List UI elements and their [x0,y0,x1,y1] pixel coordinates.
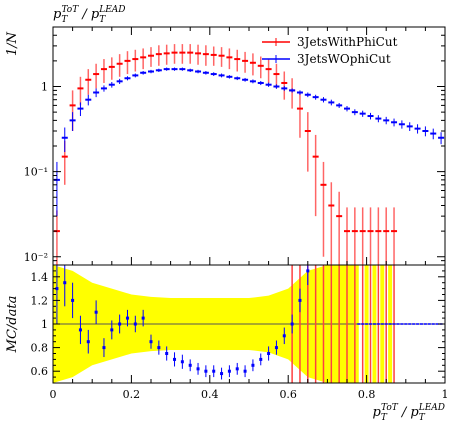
math-text: p [53,7,62,22]
legend: 3JetsWithPhiCut 3JetsWOphiCut [262,35,398,66]
x-tick-label: 0.2 [123,388,141,401]
y-tick-label: 1 [41,81,48,94]
math-superscript: LEAD [98,5,125,15]
ratio-point [102,346,106,350]
ratio-point [274,346,278,350]
ratio-point [267,352,271,355]
y-tick-label: 10⁻¹ [24,166,48,179]
ratio-point [133,322,137,326]
ratio-point [78,328,82,332]
series-3JetsWOphiCut [53,67,445,217]
math-subscript: T [99,15,106,25]
math-superscript: ToT [62,5,80,15]
plot-title: pTToT / pTLEAD [53,5,125,25]
legend-label-3JetsWOphiCut: 3JetsWOphiCut [297,52,391,66]
ratio-point [157,346,161,350]
x-tick-label: 0.4 [201,388,219,401]
ratio-point [204,369,208,373]
ratio-point [110,328,114,332]
ratio-point [196,367,200,371]
ratio-y-tick-label: 1 [41,318,48,331]
ratio-point [298,298,302,302]
x-tick-label: 0 [50,388,57,401]
ratio-y-tick-label: 0.6 [31,365,49,378]
ratio-point [188,363,192,367]
ratio-point [86,340,90,344]
math-text: / p [78,7,100,22]
math-subscript: T [61,15,68,25]
ratio-point [63,281,67,285]
ratio-point [251,363,255,367]
text-layer: 10⁻²10⁻¹10.60.811.21.40 0.2 0.4 0.6 0.8 1pTTo… [5,5,449,423]
ratio-point [173,357,177,361]
math-text: p [373,405,382,420]
ratio-point [306,269,310,273]
math-text: / p [398,405,420,420]
ratio-y-tick-label: 1.4 [31,271,49,284]
x-tick-label: 0.6 [279,388,297,401]
ratio-point [212,369,216,373]
ratio-point [259,357,263,361]
ratio-point [71,298,75,302]
ratio-point [243,369,247,373]
ratio-panel [53,265,445,383]
ratio-point [149,340,153,344]
x-axis-label: pTToT / pTLEAD [373,403,445,422]
main-y-label: 1/N [5,31,20,56]
ratio-y-label: MC/data [5,296,20,354]
ratio-point [165,352,169,355]
x-tick-label: 0.8 [358,388,376,401]
ratio-y-tick-label: 0.8 [31,342,49,355]
ratio-point [125,316,129,320]
math-subscript: T [381,413,388,422]
ratio-point [94,310,98,314]
series-3JetsWithPhiCut [53,44,398,265]
ratio-point [55,287,59,291]
ratio-point [290,322,294,326]
ratio-y-tick-label: 1.2 [31,294,49,307]
ratio-point [282,334,286,338]
y-tick-label: 10⁻² [24,251,48,264]
legend-label-3JetsWithPhiCut: 3JetsWithPhiCut [297,35,398,49]
ratio-point [141,316,145,320]
ratio-point [220,372,224,376]
ratio-point [180,360,184,364]
math-superscript: LEAD [418,403,445,413]
ratio-point [227,369,231,373]
ratio-point [235,367,239,371]
ratio-point [118,322,122,326]
math-subscript: T [419,413,426,422]
main-panel [53,44,445,265]
math-superscript: ToT [381,403,399,413]
x-tick-label: 1 [442,388,449,401]
